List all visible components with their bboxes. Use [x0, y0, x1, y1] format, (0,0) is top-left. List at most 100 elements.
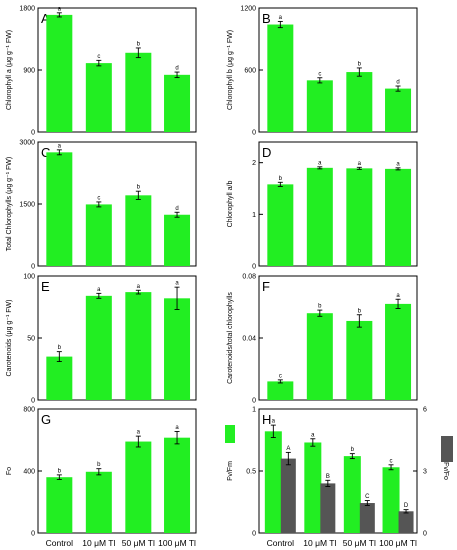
y-tick-label: 1 [252, 212, 256, 219]
significance-label: b [58, 345, 62, 351]
bar-e-2 [85, 295, 112, 400]
y-axis-label-e: Carotenoids (μg g⁻¹ FW) [6, 300, 13, 377]
panel-letter-c: C [41, 145, 50, 160]
significance-label: b [137, 41, 141, 47]
x-category-label: 50 μM Tl [122, 538, 155, 548]
x-category-label: 100 μM Tl [158, 538, 196, 548]
significance-label: a [396, 161, 400, 167]
significance-label: D [404, 503, 409, 509]
significance-label: a [175, 425, 179, 431]
y-tick-label: 50 [27, 336, 35, 343]
bar-g-2 [85, 471, 112, 533]
panel-c: C 0 1500 3000 Total Chlorophylls (μg g⁻¹ FW)… [6, 140, 197, 271]
y-tick-label: 1800 [19, 6, 35, 13]
bar-h-fvfm-1 [264, 431, 282, 533]
significance-label: b [358, 61, 362, 67]
significance-label: a [318, 160, 322, 166]
significance-label: a [97, 287, 101, 293]
significance-label: a [137, 284, 141, 290]
x-category-label: Control [267, 538, 295, 548]
bar-h-fvfm-3 [343, 456, 361, 533]
bar-c-2 [85, 204, 112, 266]
significance-label: b [58, 468, 62, 474]
y-tick-label: 3000 [19, 140, 35, 147]
legend-swatch-fvfm [225, 425, 235, 443]
y-tick-label: 0.08 [242, 274, 256, 281]
significance-label: a [272, 419, 276, 425]
y-tick-label: 0 [31, 531, 35, 538]
significance-label: b [137, 185, 141, 191]
bar-e-1 [46, 356, 73, 400]
x-category-label: 10 μM Tl [303, 538, 336, 548]
y-axis-label-f: Carotenoids/total chlorophylls [227, 292, 234, 384]
y-tick-label: 600 [244, 68, 256, 75]
significance-label: d [175, 206, 178, 212]
bar-c-1 [46, 152, 73, 266]
y-axis-label-d: Chlorophyll a/b [227, 181, 234, 228]
x-category-label: 10 μM Tl [82, 538, 115, 548]
y-axis-label-h: Fv/Fm [227, 461, 234, 481]
significance-label: A [286, 446, 290, 452]
bar-c-4 [164, 214, 191, 266]
y-tick-label: 0 [252, 398, 256, 405]
y-axis-label-g: Fo [6, 467, 13, 475]
legend [225, 425, 453, 462]
significance-label: c [97, 195, 100, 201]
bar-d-4 [385, 168, 412, 266]
bar-e-3 [125, 292, 152, 400]
bar-h-fvfm-2 [304, 442, 322, 533]
significance-label: a [137, 430, 141, 436]
panel-e: E 0 50 100 Carotenoids (μg g⁻¹ FW) b a a a [6, 274, 197, 405]
x-axis-categories-right: Control 10 μM Tl 50 μM Tl 100 μM Tl [267, 538, 417, 548]
y-tick-label: 1200 [240, 6, 256, 13]
bar-e-4 [164, 298, 191, 400]
y-tick-label: 0 [252, 531, 256, 538]
y-axis-label-right-h: Fv/Fo [442, 462, 449, 480]
y-tick-label: 100 [23, 274, 35, 281]
x-category-label: Control [46, 538, 74, 548]
y-right-tick-label: 6 [423, 407, 427, 414]
y-tick-label: 2 [252, 160, 256, 167]
significance-label: a [58, 6, 62, 12]
significance-label: c [279, 373, 282, 379]
panel-letter-a: A [41, 11, 50, 26]
significance-label: a [58, 143, 62, 149]
bar-a-4 [164, 74, 191, 132]
x-category-label: 50 μM Tl [343, 538, 376, 548]
y-tick-label: 0.04 [242, 336, 256, 343]
x-category-label: 100 μM Tl [379, 538, 417, 548]
panel-b: B 0 600 1200 Chlorophyll b (μg g⁻¹ FW) a c b d [227, 6, 418, 137]
panel-h: H 0 0.5 1 Fv/Fm a Aa Bb Cc D 0 3 6 Fv/Fo [227, 407, 449, 538]
bar-g-4 [164, 437, 191, 533]
significance-label: a [175, 281, 179, 287]
bar-h-fvfo-2 [320, 483, 336, 533]
significance-label: a [279, 15, 283, 21]
significance-label: b [351, 447, 355, 453]
panel-letter-h: H [262, 412, 271, 427]
y-tick-label: 1500 [19, 202, 35, 209]
significance-label: a [396, 293, 400, 299]
bar-a-3 [125, 52, 152, 132]
bar-a-1 [46, 14, 73, 133]
y-axis-label-b: Chlorophyll b (μg g⁻¹ FW) [227, 30, 234, 110]
y-tick-label: 400 [23, 469, 35, 476]
bar-d-1 [267, 184, 294, 266]
panel-letter-g: G [41, 412, 51, 427]
bar-b-4 [385, 88, 412, 132]
bar-h-fvfo-4 [398, 511, 414, 533]
y-axis-label-a: Chlorophyll a (μg g⁻¹ FW) [6, 30, 13, 110]
significance-label: b [318, 304, 322, 310]
significance-label: c [97, 54, 100, 60]
bar-g-3 [125, 441, 152, 533]
bar-d-2 [306, 167, 333, 266]
significance-label: a [311, 432, 315, 438]
y-tick-label: 0 [31, 264, 35, 271]
significance-label: c [390, 458, 393, 464]
y-right-tick-label: 0 [423, 531, 427, 538]
panel-g: G 0 400 800 Fo b b a a [6, 407, 197, 538]
y-tick-label: 900 [23, 68, 35, 75]
y-axis-label-c: Total Chlorophylls (μg g⁻¹ FW) [6, 157, 13, 251]
bar-h-fvfm-4 [382, 467, 400, 533]
